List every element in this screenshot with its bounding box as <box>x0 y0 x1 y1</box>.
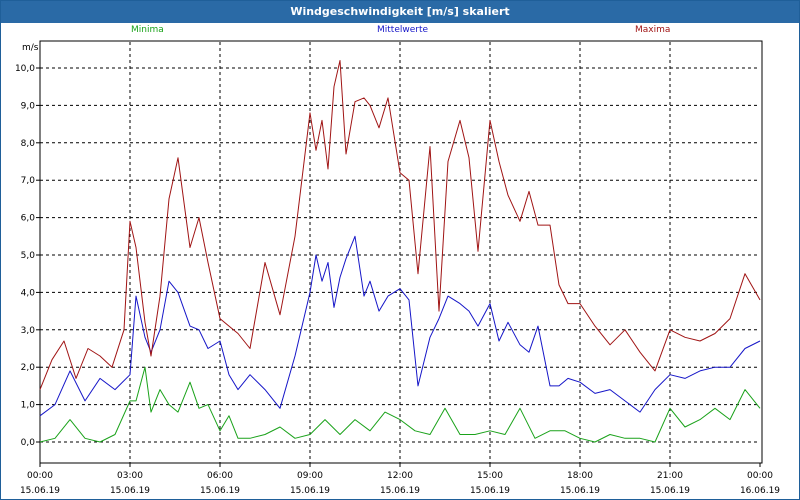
series-line-mittelwerte <box>39 235 761 417</box>
y-tick-label: 5,0 <box>21 251 36 261</box>
series-line-minima <box>39 366 761 443</box>
window-title: Windgeschwindigkeit [m/s] skaliert <box>1 1 799 23</box>
x-tick-date-label: 15.06.19 <box>380 486 420 496</box>
y-tick-label: 4,0 <box>21 288 36 298</box>
x-tick-time-label: 06:00 <box>207 471 233 481</box>
x-tick-time-label: 03:00 <box>117 471 143 481</box>
y-tick-label: 6,0 <box>21 214 36 224</box>
y-tick-label: 3,0 <box>21 326 36 336</box>
x-tick-date-label: 15.06.19 <box>650 486 690 496</box>
x-tick-date-label: 15.06.19 <box>110 486 150 496</box>
y-axis-unit-label: m/s <box>22 43 39 53</box>
x-tick-date-label: 15.06.19 <box>560 486 600 496</box>
x-tick-time-label: 12:00 <box>387 471 413 481</box>
x-tick-date-label: 15.06.19 <box>290 486 330 496</box>
x-axis: 00:00 15.06.19 03:00 15.06.19 06:00 15.06.19 0… <box>20 463 780 496</box>
y-tick-label: 1,0 <box>21 401 36 411</box>
y-tick-label: 7,0 <box>21 176 36 186</box>
y-tick-label: 8,0 <box>21 139 36 149</box>
plot-frame <box>39 40 763 464</box>
x-tick-time-label: 00:00 <box>27 471 53 481</box>
series-line-maxima <box>39 60 761 390</box>
x-tick-time-label: 21:00 <box>657 471 683 481</box>
y-axis: 0,0 1,0 2,0 3,0 4,0 5,0 6,0 7,0 8,0 9,0 10,0 <box>15 64 40 448</box>
x-tick-time-label: 18:00 <box>567 471 593 481</box>
x-tick-time-label: 15:00 <box>477 471 503 481</box>
x-tick-time-label: 09:00 <box>297 471 323 481</box>
legend-mittelwerte: Mittelwerte <box>377 25 429 35</box>
legend-minima: Minima <box>131 25 164 35</box>
x-tick-date-label: 15.06.19 <box>200 486 240 496</box>
y-tick-label: 0,0 <box>21 438 36 448</box>
y-tick-label: 2,0 <box>21 363 36 373</box>
x-tick-date-label: 15.06.19 <box>470 486 510 496</box>
x-tick-date-label: 16.06.19 <box>740 486 780 496</box>
x-tick-date-label: 15.06.19 <box>20 486 60 496</box>
legend-maxima: Maxima <box>635 25 671 35</box>
x-tick-time-label: 00:00 <box>747 471 773 481</box>
grid <box>40 42 760 463</box>
series-layer <box>39 60 761 443</box>
y-tick-label: 10,0 <box>15 64 35 74</box>
y-tick-label: 9,0 <box>21 101 36 111</box>
